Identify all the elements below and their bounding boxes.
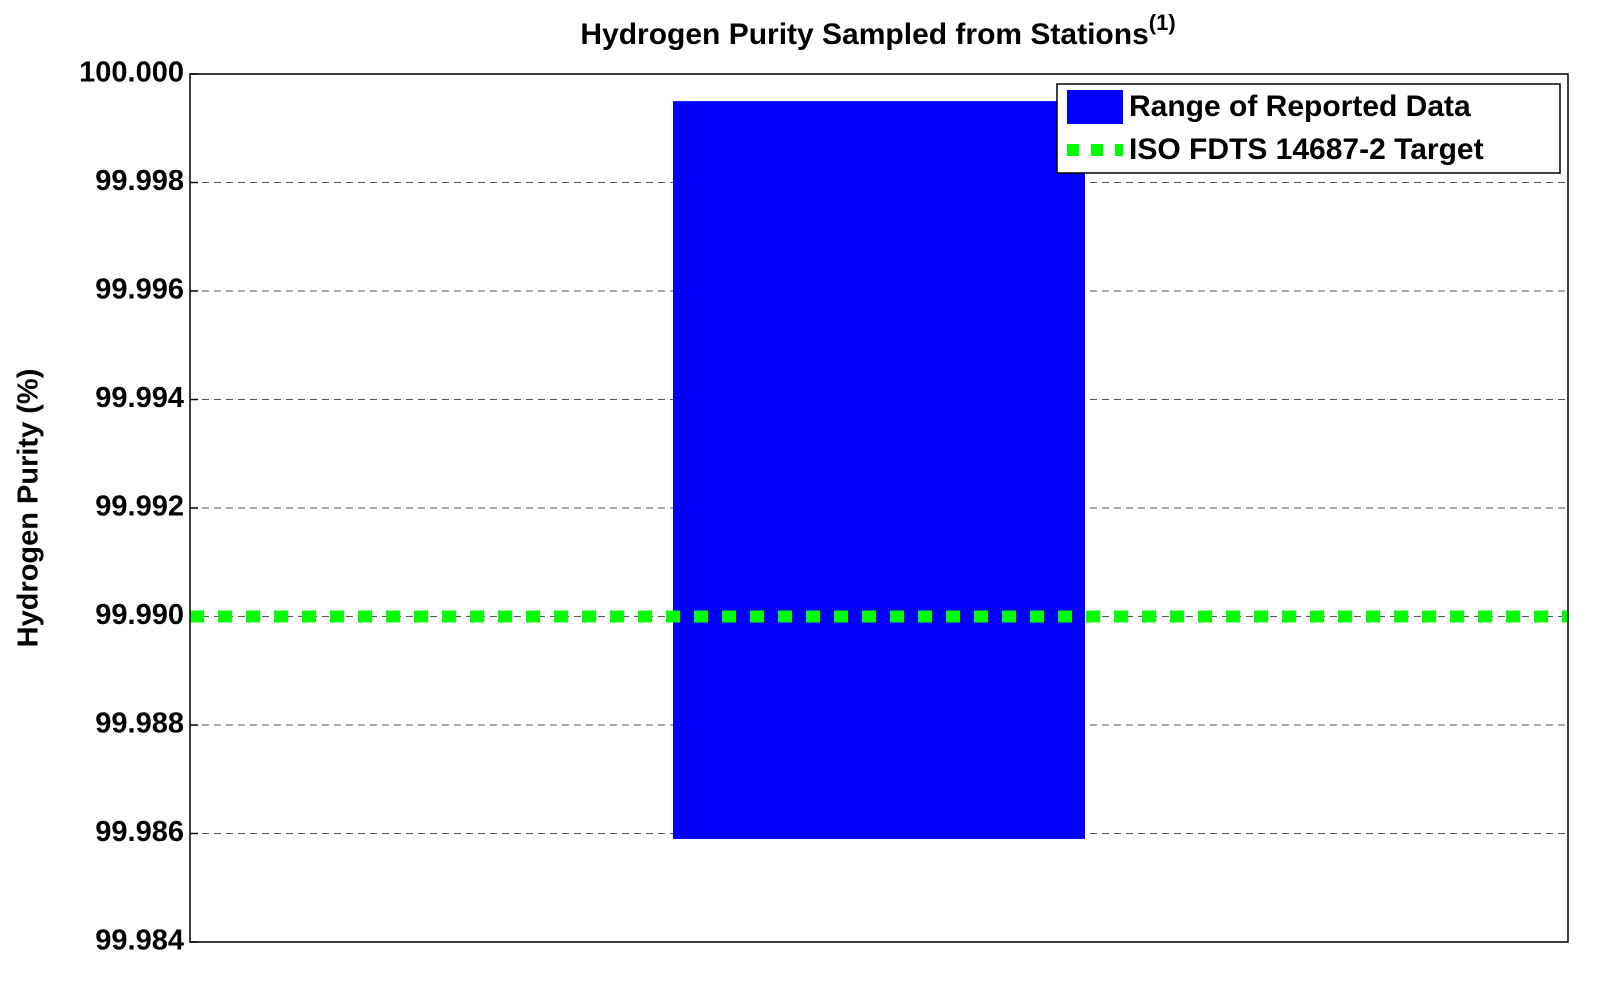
- y-tick-label: 99.988: [95, 708, 184, 740]
- legend-box: [1056, 83, 1561, 174]
- y-tick-label: 99.992: [95, 491, 184, 523]
- y-tick-label: 99.994: [95, 382, 184, 414]
- y-axis-label: Hydrogen Purity (%): [13, 369, 45, 648]
- y-tick-label: 99.990: [95, 599, 184, 631]
- y-tick-label: 99.984: [95, 925, 184, 957]
- title-note: (1): [1149, 10, 1176, 35]
- range-bar: [673, 101, 1085, 839]
- legend-swatch: [1067, 90, 1123, 124]
- y-tick-label: 100.000: [79, 57, 184, 89]
- legend-label: ISO FDTS 14687-2 Target: [1129, 133, 1484, 166]
- y-tick-label: 99.996: [95, 274, 184, 306]
- plot-frame: [189, 73, 1569, 943]
- legend-label: Range of Reported Data: [1129, 90, 1471, 123]
- chart-title: Hydrogen Purity Sampled from Stations(1): [580, 10, 1175, 51]
- y-tick-label: 99.998: [95, 165, 184, 197]
- y-tick-label: 99.986: [95, 816, 184, 848]
- title-text: Hydrogen Purity Sampled from Stations: [580, 18, 1148, 51]
